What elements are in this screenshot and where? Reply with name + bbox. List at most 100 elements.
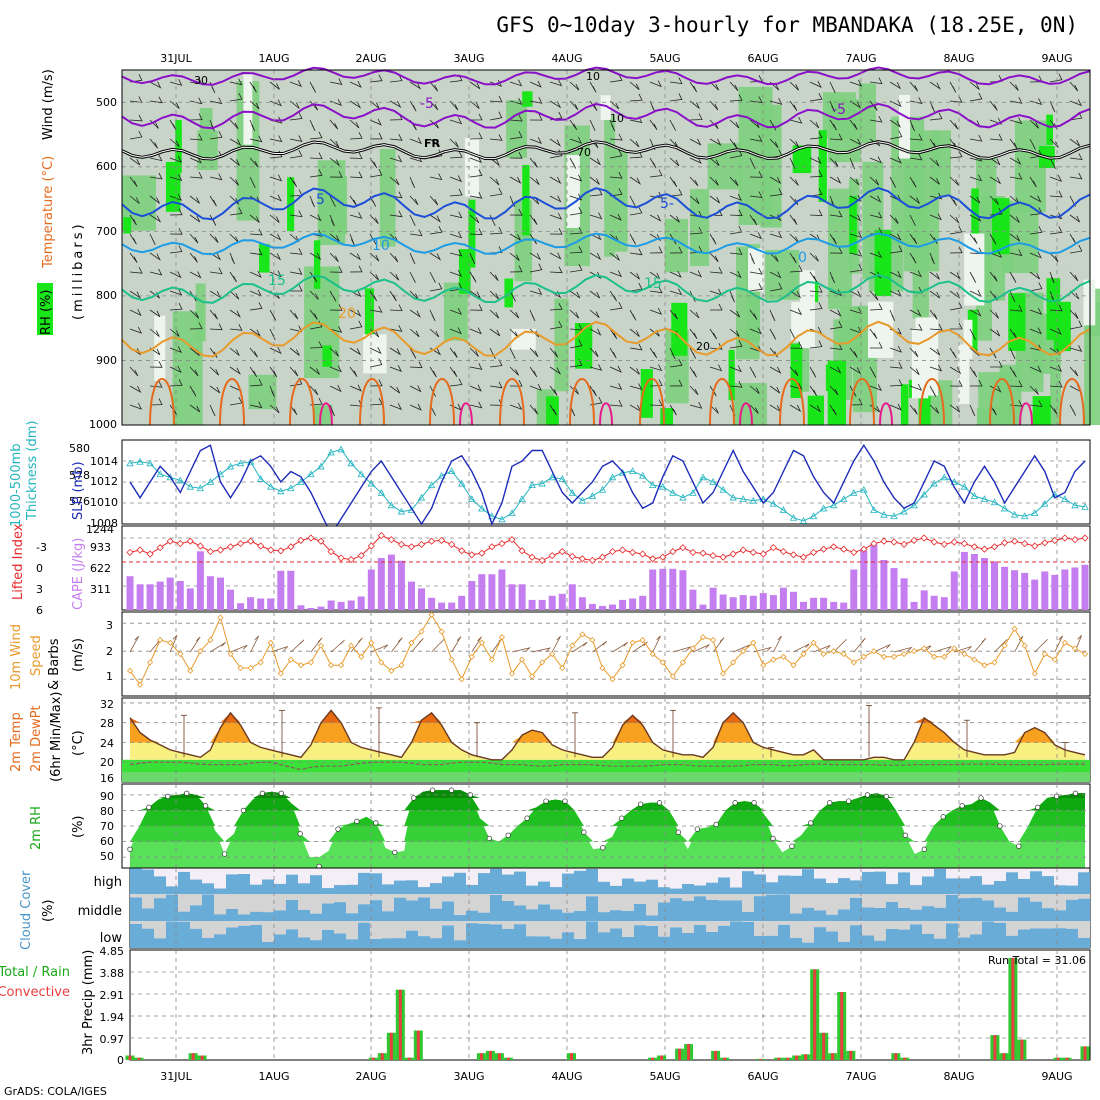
wind-barb [609,119,616,132]
thickness-point [498,515,506,523]
wind-barb [549,404,557,416]
precip-conv-bar [822,1032,826,1060]
wind-barb [1029,226,1043,235]
thickness-point [327,448,335,456]
wind-barb [789,366,799,377]
wind-barb [569,174,583,182]
thickness-point [840,495,848,503]
li-point [428,537,436,545]
wind-barb [1029,327,1042,335]
li-point [498,540,506,548]
wind-speed-point [327,662,335,669]
cloud-cell [886,884,898,894]
precip-conv-bar [1056,1057,1060,1060]
cloud-cell [166,886,178,894]
rh-patch-high [849,196,857,254]
contour-30 [879,402,893,426]
precip-conv-bar [479,1053,483,1060]
rh-base [130,857,1085,868]
contour-10 [121,232,1091,256]
thickness-point [809,512,818,520]
wind-barb [889,271,902,279]
li-point [468,551,476,559]
wind-barb [169,174,183,182]
cape-bar [609,604,616,610]
wind-barb [209,404,216,417]
wind-barb [349,212,363,219]
cloud-cell-bg [274,894,286,911]
wind-barb [549,252,562,260]
cape-bar [327,600,335,610]
wind-barb [789,176,799,186]
cloud-cell [1054,885,1066,894]
wind-speed-point [448,656,455,663]
li-point [789,551,798,559]
rh-patch-mid [614,149,628,252]
wind-barb [829,157,839,168]
precip-convective-label: Convective [0,985,70,1000]
wind-barb [569,119,578,131]
rh-patch-high [728,349,735,401]
cloud-cell [826,914,838,921]
cloud-cell-bg [442,894,454,902]
cloud-cell [214,888,226,894]
cape-bar [950,571,958,610]
cloud-cell-bg [1042,921,1054,929]
cloud-cell [1078,872,1090,894]
wind-barb [909,153,923,161]
cloud-cell-bg [466,921,478,924]
precip-tick-194: 1.94 [100,1011,125,1024]
cloud-cell [202,894,214,921]
li-point [739,546,747,554]
cape-bar [146,584,154,610]
wind-barb [409,403,422,411]
cloud-cell [598,932,610,948]
cape-bar [156,581,164,610]
wind-barb [749,96,763,103]
wind-barb [349,384,362,392]
rh-patch-mid [797,305,810,392]
cloud-cell-bg [238,894,250,915]
wind-barb [969,271,977,283]
cloud-cell-bg [310,894,322,914]
rh-label: 2m RH [29,806,44,850]
li-point [1071,536,1079,544]
wind-barb [1009,172,1023,180]
thickness-point [508,509,516,517]
rh-gridlines [122,784,1090,868]
cape-bar [317,606,325,610]
cape-bar [1021,572,1029,610]
cloud-cell [670,888,682,894]
cloud-cell-bg [658,921,670,937]
precip-conv-bar [831,1053,835,1060]
thickness-point [880,510,888,518]
thickness-point [156,470,164,478]
wind-barb [589,347,599,358]
cloud-cell [358,904,370,921]
li-point [257,542,265,550]
wind-barb [329,252,339,262]
cloud-cell-bg [622,894,634,911]
rh-point [127,846,133,852]
precip-conv-bar [840,992,844,1060]
cloud-cell [130,868,142,894]
wind-barb [349,132,363,140]
contour-30 [1019,402,1033,426]
wind-barb [269,214,280,223]
cloud-cell [778,894,790,921]
cape-bar [518,584,526,610]
wind-barb [389,74,403,83]
cloud-cell [910,924,922,948]
rh-point [543,798,549,804]
wind-barb [1049,174,1063,182]
li-point [357,552,365,560]
rh-point [959,803,965,809]
wind-barb [429,271,436,283]
rh-patch-mid [760,104,782,228]
thickness-point [568,489,576,496]
wind-barb [289,80,303,88]
cloud-cell-bg [1006,921,1018,936]
cloud-cell-bg [334,894,346,903]
wind-speed-point [559,664,566,672]
wind-barb [709,343,723,350]
